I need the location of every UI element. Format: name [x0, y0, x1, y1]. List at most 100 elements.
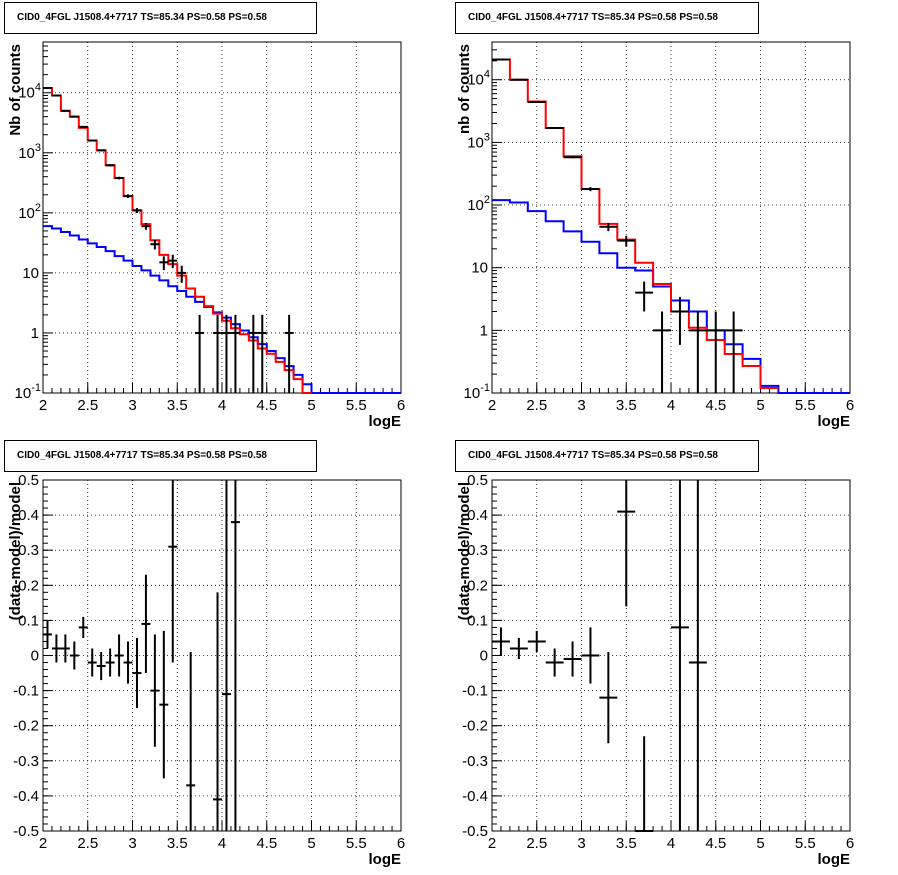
data-point — [168, 480, 178, 663]
data-point — [230, 480, 240, 831]
chart-title: CID0_4FGL J1508.4+7717 TS=85.34 PS=0.58 … — [4, 2, 317, 34]
x-tick-label: 3 — [128, 835, 136, 852]
data-point — [78, 616, 88, 638]
y-tick-label: -0.5 — [462, 823, 488, 840]
x-tick-label: 5.5 — [795, 397, 816, 414]
x-axis-label: logE — [369, 413, 402, 430]
y-tick-label: 104 — [18, 82, 41, 102]
data-point — [43, 620, 52, 649]
y-tick-label: 0.5 — [467, 472, 488, 489]
data-point — [527, 630, 546, 652]
data-point — [114, 176, 124, 180]
x-tick-label: 3 — [577, 397, 585, 414]
chart-svg: 2 2.5 3 3.5 4 4.5 5 5.5 6logE-0.5-0.4-0.3-0.2-0.… — [456, 472, 854, 868]
data-point — [123, 194, 133, 199]
y-tick-label: 0 — [31, 648, 39, 665]
data-point — [492, 627, 510, 656]
y-tick-label: 104 — [467, 69, 490, 89]
y-tick-label: -0.4 — [462, 788, 488, 805]
data-point — [69, 115, 79, 118]
series-line — [492, 58, 779, 390]
x-tick-label: 3 — [577, 835, 585, 852]
y-tick-label: 0.1 — [18, 612, 39, 629]
y-tick-label: 102 — [467, 194, 490, 214]
y-tick-label: -0.4 — [13, 788, 39, 805]
y-tick-label: 10 — [22, 265, 39, 282]
y-tick-label: 0.1 — [467, 612, 488, 629]
y-tick-label: 10-1 — [15, 382, 41, 402]
x-tick-label: 6 — [846, 397, 854, 414]
data-point — [635, 736, 654, 832]
x-tick-label: 5.5 — [346, 835, 367, 852]
y-axis-label: (data-model)/model — [7, 482, 24, 620]
data-point — [527, 101, 546, 104]
y-axis-label: nb of counts — [456, 44, 473, 134]
data-point — [132, 207, 142, 213]
data-point — [653, 311, 671, 393]
data-point — [78, 125, 88, 128]
x-tick-label: 2 — [488, 835, 496, 852]
data-point — [635, 281, 654, 312]
grid — [43, 42, 401, 393]
chart-pad-counts-right: 2 2.5 3 3.5 4 4.5 5 5.5 6 logE 10-1 1 10 102 103 104 nb … — [449, 0, 898, 437]
data-point — [671, 480, 689, 831]
chart-pad-residuals-right: 2 2.5 3 3.5 4 4.5 5 5.5 6 logE -0.5 -0.4 -0.3 -0.2 -0.… — [449, 438, 898, 875]
data-point — [123, 641, 133, 684]
data-point — [563, 156, 582, 159]
x-tick-label: 5 — [756, 397, 764, 414]
y-tick-label: 0.5 — [18, 472, 39, 489]
x-axis-label: logE — [818, 851, 851, 868]
x-axis-label: logE — [369, 851, 402, 868]
data-point — [186, 651, 196, 831]
x-tick-label: 6 — [846, 835, 854, 852]
y-axis: -0.5 -0.4 -0.3 -0.2 -0.1 0 0.1 0.2 0.3 0.4 0.5(dat… — [456, 472, 502, 840]
data-point — [581, 187, 600, 192]
x-tick-label: 3.5 — [616, 397, 637, 414]
data-point — [257, 314, 267, 393]
y-tick-label: -0.3 — [13, 753, 39, 770]
x-tick-label: 4 — [667, 835, 675, 852]
data-point — [159, 256, 169, 271]
x-tick-label: 2 — [488, 397, 496, 414]
x-tick-label: 6 — [397, 835, 405, 852]
data-point — [159, 630, 169, 779]
y-tick-label: 0.3 — [467, 542, 488, 559]
y-tick-label: 103 — [467, 131, 490, 151]
x-tick-label: 5 — [307, 397, 315, 414]
chart-pad-counts-left: 2 2.5 3 3.5 4 4.5 5 5.5 6 logE 10-1 1 10 102 103 104 Nb … — [0, 0, 449, 437]
y-tick-label: 10-1 — [464, 382, 490, 402]
y-tick-label: 1 — [31, 325, 39, 342]
x-tick-label: 4.5 — [705, 397, 726, 414]
data-point — [509, 637, 528, 660]
chart-title: CID0_4FGL J1508.4+7717 TS=85.34 PS=0.58 … — [455, 2, 759, 34]
y-tick-label: 1 — [480, 322, 488, 339]
x-tick-label: 3.5 — [167, 835, 188, 852]
data-point — [688, 311, 707, 393]
data-point — [599, 651, 618, 744]
x-tick-label: 5 — [307, 835, 315, 852]
data-point — [132, 637, 142, 709]
data-point — [51, 634, 61, 663]
x-axis-label: logE — [818, 413, 851, 430]
data-point — [51, 94, 61, 97]
data-point — [230, 314, 240, 393]
data-point — [617, 480, 636, 607]
y-tick-label: -0.1 — [13, 683, 39, 700]
y-tick-label: 0.2 — [467, 577, 488, 594]
x-tick-label: 3.5 — [167, 397, 188, 414]
x-tick-label: 2.5 — [526, 397, 547, 414]
data-point — [150, 239, 160, 250]
x-tick-label: 5 — [756, 835, 764, 852]
y-tick-label: 0.4 — [18, 507, 39, 524]
data-point — [141, 223, 151, 230]
x-tick-label: 5.5 — [795, 835, 816, 852]
y-axis-label: (data-model)/model — [456, 482, 473, 620]
data-point — [96, 149, 106, 152]
chart-svg: 2 2.5 3 3.5 4 4.5 5 5.5 6logE-0.5-0.4-0.3-0.2-0.… — [7, 472, 405, 868]
